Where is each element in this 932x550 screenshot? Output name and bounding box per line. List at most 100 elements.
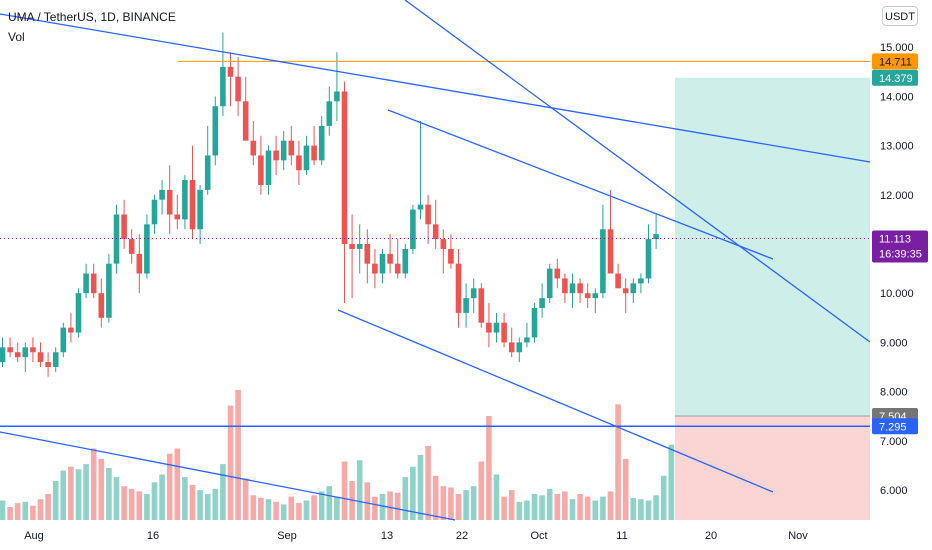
volume-bar — [440, 486, 447, 520]
candle-body — [45, 362, 51, 367]
time-tick-label: Oct — [530, 530, 547, 542]
volume-bar — [379, 494, 386, 520]
stop-price-tag: 7.295 — [879, 421, 907, 433]
volume-bar — [668, 444, 675, 520]
volume-bar — [311, 495, 317, 520]
candle-body — [311, 145, 317, 161]
volume-bar — [607, 491, 614, 520]
candle-body — [410, 209, 416, 249]
volume-bar — [516, 501, 523, 520]
volume-bar — [524, 500, 530, 520]
trend-line — [337, 309, 774, 493]
candle-body — [463, 298, 469, 313]
volume-bar — [562, 491, 568, 520]
volume-bar — [318, 491, 325, 520]
candle-body — [37, 352, 44, 363]
volume-indicator-label[interactable]: Vol — [8, 30, 25, 44]
price-tick-label: 13.000 — [880, 141, 914, 153]
candle-body — [159, 189, 165, 200]
volume-bar — [372, 496, 378, 520]
candle-body — [645, 239, 652, 279]
high-line-tag: 14.711 — [879, 56, 912, 68]
candle-body — [258, 155, 264, 185]
volume-bar — [364, 482, 371, 520]
volume-bar — [113, 477, 120, 520]
candle-body — [394, 263, 401, 274]
candle-body — [516, 342, 523, 353]
currency-button[interactable]: USDT — [882, 6, 918, 26]
trend-line — [404, 0, 871, 343]
volume-bar — [303, 500, 310, 520]
price-tick-label: 7.000 — [880, 436, 908, 448]
high-line-tag-bg — [872, 53, 918, 70]
volume-bar — [577, 494, 583, 520]
volume-bar — [273, 501, 279, 520]
volume-bar — [75, 469, 82, 520]
volume-bar — [60, 470, 67, 520]
volume-bar — [280, 504, 287, 520]
volume-bar — [90, 448, 97, 520]
candle-body — [562, 278, 568, 294]
volume-bar — [37, 499, 44, 520]
volume-bar — [296, 503, 302, 520]
candle-body — [242, 101, 249, 141]
candle-body — [166, 189, 173, 215]
candle-body — [364, 244, 371, 264]
current-price-tag-bg — [872, 230, 928, 263]
price-tick-label: 8.000 — [880, 387, 908, 399]
volume-bar — [189, 484, 196, 520]
volume-bar — [14, 503, 21, 520]
candle-body — [501, 322, 507, 343]
countdown-timer: 16:39:35 — [879, 248, 922, 260]
volume-bar — [52, 481, 59, 520]
volume-bar — [288, 496, 295, 520]
volume-bar — [204, 494, 211, 520]
volume-bar — [531, 494, 538, 520]
candle-body — [379, 253, 386, 274]
volume-bar — [463, 490, 469, 520]
candle-body — [220, 66, 226, 107]
candle-body — [440, 239, 447, 249]
volume-bar — [539, 495, 545, 520]
symbol-title[interactable]: UMA / TetherUS, 1D, BINANCE — [8, 10, 176, 24]
price-axis: 6.0007.0008.0009.00010.00011.00012.00013… — [880, 42, 914, 497]
candle-body — [577, 283, 583, 294]
candle-body — [524, 337, 530, 343]
stop-zone — [675, 416, 870, 520]
candle-body — [607, 229, 614, 274]
volume-bar — [630, 497, 637, 520]
candle-body — [303, 145, 310, 171]
candle-body — [75, 293, 82, 333]
candle-body — [106, 263, 112, 318]
volume-bar — [508, 490, 515, 520]
candle-body — [265, 150, 272, 185]
stop-price-tag-bg — [872, 418, 918, 435]
volume-bar — [197, 490, 203, 520]
volume-bar — [402, 477, 409, 520]
candle-body — [432, 224, 439, 240]
candle-body — [83, 273, 89, 294]
candle-body — [334, 91, 340, 102]
candle-body — [7, 347, 13, 353]
candle-body — [592, 293, 599, 299]
volume-bar — [159, 474, 165, 520]
volume-bar — [106, 468, 112, 520]
candle-body — [288, 140, 295, 156]
time-axis: Aug 16 Sep 13 22 Oct 11 20 Nov — [24, 530, 808, 542]
candle-body — [227, 66, 234, 77]
candle-body — [387, 253, 393, 264]
candle-body — [470, 288, 477, 299]
candle-body — [98, 293, 105, 318]
candle-body — [539, 298, 545, 308]
price-tick-label: 15.000 — [880, 42, 914, 54]
time-tick-label: 13 — [381, 530, 393, 542]
time-tick-label: 22 — [456, 530, 468, 542]
candle-body — [318, 125, 325, 161]
time-tick-label: 16 — [147, 530, 159, 542]
candle-body — [250, 140, 257, 156]
candle-body — [349, 244, 355, 249]
volume-bar — [334, 496, 340, 520]
candle-body — [356, 244, 363, 249]
volume-bar — [258, 497, 264, 520]
